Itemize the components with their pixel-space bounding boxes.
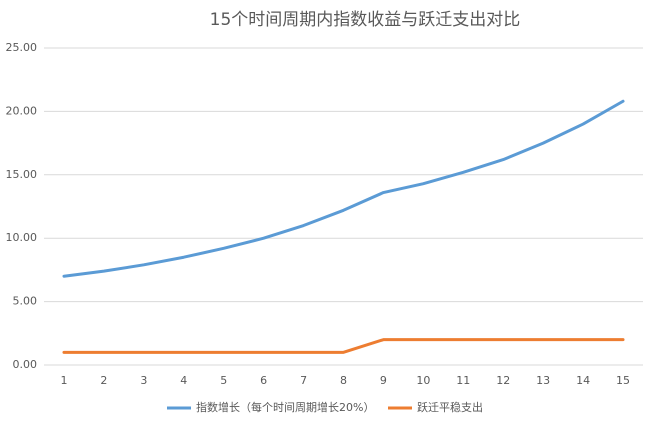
x-tick-label: 15 [616, 374, 630, 387]
x-tick-label: 11 [456, 374, 470, 387]
y-tick-label: 5.00 [13, 295, 38, 308]
x-tick-label: 6 [260, 374, 267, 387]
y-tick-label: 10.00 [6, 231, 38, 244]
legend-label: 跃迁平稳支出 [417, 400, 483, 414]
y-tick-label: 25.00 [6, 41, 38, 54]
y-tick-label: 15.00 [6, 168, 38, 181]
x-tick-label: 5 [220, 374, 227, 387]
x-tick-label: 10 [416, 374, 430, 387]
x-tick-label: 1 [60, 374, 67, 387]
x-tick-label: 8 [340, 374, 347, 387]
legend-label: 指数增长（每个时间周期增长20%） [196, 400, 374, 414]
x-tick-label: 13 [536, 374, 550, 387]
x-tick-label: 9 [380, 374, 387, 387]
x-tick-label: 12 [496, 374, 510, 387]
x-tick-label: 3 [140, 374, 147, 387]
y-tick-label: 0.00 [13, 358, 38, 371]
x-tick-label: 2 [100, 374, 107, 387]
chart-title: 15个时间周期内指数收益与跃迁支出对比 [210, 10, 521, 30]
x-tick-label: 4 [180, 374, 187, 387]
series-line [62, 99, 625, 278]
x-tick-label: 7 [300, 374, 307, 387]
y-tick-label: 20.00 [6, 104, 38, 117]
series-line [62, 338, 625, 354]
x-tick-label: 14 [576, 374, 590, 387]
